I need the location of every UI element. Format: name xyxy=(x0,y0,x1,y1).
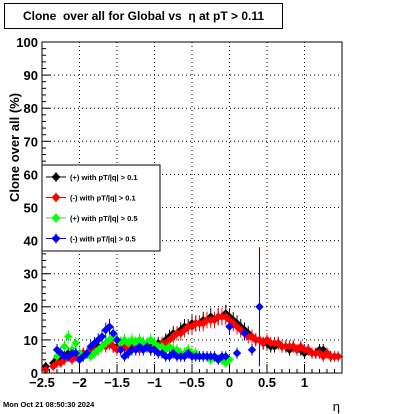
data-point xyxy=(150,339,159,348)
data-point xyxy=(97,332,107,341)
x-tick-label: −0.5 xyxy=(179,375,205,390)
y-tick-label: 0 xyxy=(31,366,38,381)
data-point xyxy=(71,339,80,348)
data-point xyxy=(142,342,152,351)
data-point xyxy=(127,335,137,345)
data-point xyxy=(112,335,122,345)
chart-title: Clone over all for Global vs η at pT > 0… xyxy=(4,3,283,29)
data-point xyxy=(236,325,245,335)
data-point xyxy=(187,322,197,331)
legend-entry-label: (-) with pT/|q| > 0.1 xyxy=(70,194,136,203)
legend-marker xyxy=(51,234,61,243)
data-point xyxy=(176,329,185,338)
data-point xyxy=(172,345,182,355)
y-tick-label: 80 xyxy=(24,101,38,116)
y-tick-label: 90 xyxy=(24,68,38,83)
axis-ticks xyxy=(41,41,343,374)
data-point xyxy=(41,365,50,374)
y-tick-label: 20 xyxy=(24,300,38,315)
data-point xyxy=(105,322,114,331)
data-point xyxy=(221,352,230,361)
data-point xyxy=(82,348,92,358)
legend-box xyxy=(41,164,161,252)
data-point xyxy=(210,315,219,325)
data-point xyxy=(116,345,125,355)
y-tick-label: 30 xyxy=(24,267,38,282)
data-point xyxy=(157,342,167,351)
data-point xyxy=(150,345,159,355)
data-point xyxy=(64,332,73,341)
y-tick-label: 50 xyxy=(24,201,38,216)
x-tick-label: 1 xyxy=(301,375,308,390)
data-point xyxy=(199,319,208,328)
data-point xyxy=(214,355,223,364)
data-point xyxy=(334,352,343,361)
x-tick-label: −2 xyxy=(72,375,87,390)
x-tick-label: −2.5 xyxy=(29,375,55,390)
x-tick-label: −1.5 xyxy=(104,375,130,390)
data-point xyxy=(255,302,264,311)
data-point xyxy=(180,352,189,361)
x-tick-label: −1 xyxy=(147,375,162,390)
data-point xyxy=(135,335,144,345)
data-point xyxy=(165,342,174,351)
data-point xyxy=(180,325,189,335)
data-point xyxy=(232,348,242,358)
data-point xyxy=(60,342,69,351)
y-tick-label: 100 xyxy=(16,35,38,50)
legend-entry-label: (-) with pT/|q| > 0.5 xyxy=(70,235,136,244)
y-tick-label: 60 xyxy=(24,167,38,182)
data-point xyxy=(146,335,155,345)
x-axis-label: η xyxy=(333,399,340,414)
x-tick-label: 0 xyxy=(226,375,233,390)
data-point xyxy=(240,329,249,338)
y-tick-label: 40 xyxy=(24,234,38,249)
legend-marker xyxy=(51,213,61,223)
data-point xyxy=(109,329,118,338)
y-tick-label: 70 xyxy=(24,134,38,149)
legend-entry-label: (+) with pT/|q| > 0.1 xyxy=(70,173,138,182)
data-point xyxy=(225,322,234,331)
axis-tick-labels: 0 10 20 30 40 50 60 70 80 90 100 −2.5 −2 −1.5 −1 −0.5 0 0… xyxy=(16,35,308,390)
y-tick-label: 10 xyxy=(24,333,38,348)
data-point xyxy=(71,348,80,358)
legend-marker xyxy=(51,172,61,182)
data-point xyxy=(165,352,174,361)
y-axis-label: Clone over all (%) xyxy=(7,93,22,202)
data-point xyxy=(124,348,133,358)
data-point xyxy=(135,342,144,351)
data-point xyxy=(225,355,234,364)
data-point xyxy=(221,358,230,368)
data-point xyxy=(247,345,257,355)
x-tick-label: 0.5 xyxy=(258,375,276,390)
data-markers xyxy=(41,302,343,374)
legend-entry-label: (+) with pT/|q| > 0.5 xyxy=(70,214,138,223)
legend: (+) with pT/|q| > 0.1 (-) with pT/|q| > 0… xyxy=(41,164,161,252)
timestamp: Mon Oct 21 08:50:30 2024 xyxy=(3,400,95,409)
legend-marker xyxy=(51,193,61,202)
